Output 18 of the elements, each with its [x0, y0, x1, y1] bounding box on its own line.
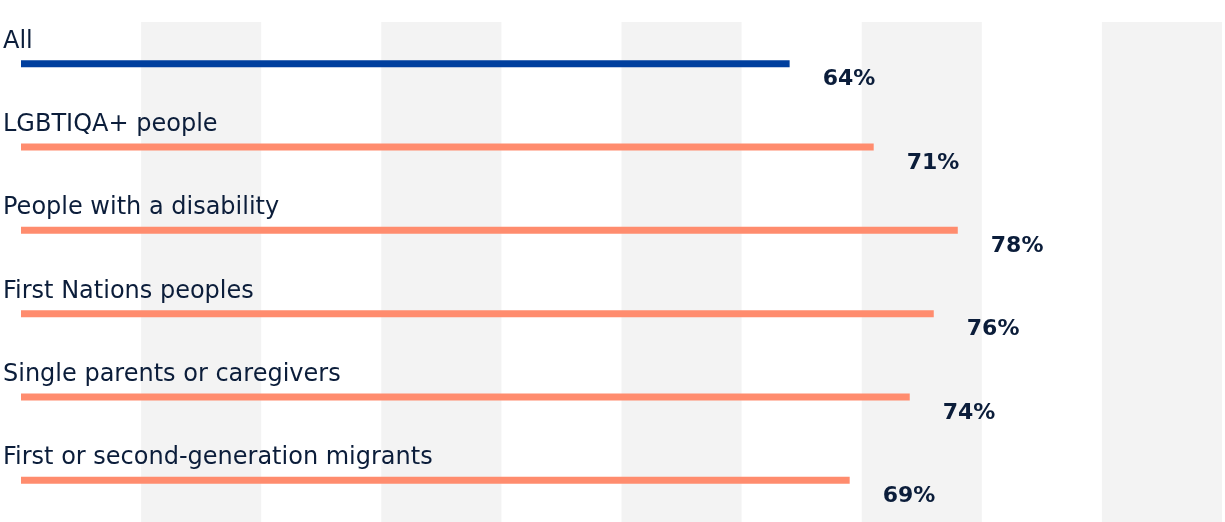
data-label: 78%: [990, 231, 1044, 257]
y-tick-label: LGBTIQA+ people: [3, 109, 218, 137]
bar: [21, 143, 874, 151]
data-label: 74%: [942, 398, 996, 424]
y-tick-label: First Nations peoples: [3, 275, 254, 304]
bar: [21, 310, 934, 318]
bar: [21, 476, 850, 484]
data-label: 76%: [966, 315, 1020, 341]
y-tick-label: All: [3, 25, 33, 54]
data-label: 71%: [906, 148, 960, 174]
y-tick-label: First or second-generation migrants: [3, 442, 433, 471]
bar: [21, 393, 910, 401]
bar: [21, 226, 958, 234]
bar: [21, 60, 790, 68]
data-label: 69%: [882, 481, 936, 507]
data-label: 64%: [822, 65, 876, 91]
y-tick-label: People with a disability: [3, 192, 280, 221]
y-tick-label: Single parents or caregivers: [3, 359, 341, 387]
